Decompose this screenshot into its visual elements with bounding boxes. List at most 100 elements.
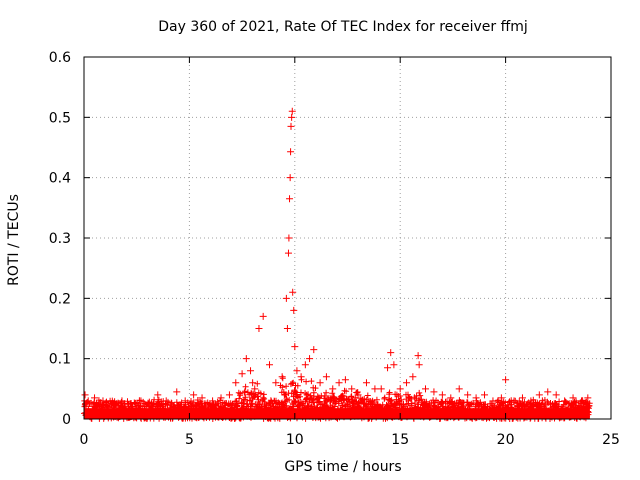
data-point — [286, 195, 294, 203]
data-point — [173, 388, 181, 396]
data-point — [421, 385, 429, 393]
data-point — [255, 325, 263, 332]
data-point — [447, 394, 455, 402]
data-point — [251, 385, 259, 393]
data-point — [283, 325, 291, 332]
data-point — [414, 352, 422, 360]
data-point — [287, 122, 295, 130]
data-point — [335, 379, 343, 387]
data-point — [107, 400, 115, 408]
data-point — [569, 394, 577, 402]
grid-layer — [84, 57, 611, 419]
data-point — [438, 391, 446, 399]
data-point — [287, 148, 295, 156]
data-point — [561, 397, 569, 405]
data-point — [535, 391, 543, 399]
data-point — [278, 373, 286, 381]
data-point — [362, 379, 370, 387]
data-point — [297, 373, 305, 381]
data-point — [181, 397, 189, 405]
x-tick-label: 0 — [80, 432, 89, 448]
data-point — [266, 361, 274, 369]
data-point — [552, 391, 560, 399]
y-tick-label: 0.2 — [49, 291, 71, 307]
data-point — [217, 394, 225, 402]
data-point — [289, 288, 297, 296]
x-tick-label: 10 — [286, 432, 304, 448]
data-point — [145, 398, 153, 406]
data-point — [306, 355, 314, 363]
x-axis-label: GPS time / hours — [284, 459, 401, 475]
data-point — [497, 394, 505, 402]
x-tick-label: 20 — [497, 432, 515, 448]
data-point — [396, 385, 404, 393]
y-tick-label: 0 — [62, 412, 71, 428]
data-point — [502, 376, 510, 384]
data-point — [137, 397, 145, 405]
data-point — [329, 385, 337, 393]
data-point — [91, 394, 99, 402]
data-point — [544, 388, 552, 396]
data-point — [249, 379, 257, 387]
data-point — [154, 391, 162, 399]
data-point — [288, 107, 296, 115]
data-point — [472, 394, 480, 402]
data-point — [301, 361, 309, 369]
data-point — [284, 249, 292, 257]
data-point — [162, 397, 170, 405]
data-point — [232, 379, 240, 387]
x-tick-label: 25 — [602, 432, 620, 448]
x-tick-label: 15 — [391, 432, 409, 448]
data-point — [341, 376, 349, 384]
data-point — [430, 388, 438, 396]
data-point — [377, 385, 385, 393]
y-axis-label: ROTI / TECUs — [6, 194, 22, 286]
data-point — [190, 391, 198, 399]
data-point — [348, 385, 356, 393]
data-point — [403, 379, 411, 387]
data-point — [126, 400, 134, 408]
y-tick-label: 0.6 — [49, 50, 71, 66]
plot-frame — [83, 56, 612, 420]
data-point — [390, 361, 398, 369]
chart-title: Day 360 of 2021, Rate Of TEC Index for r… — [158, 19, 528, 35]
data-point — [409, 373, 417, 381]
data-point — [577, 397, 585, 405]
data-point — [510, 397, 518, 405]
y-tick-label: 0.4 — [49, 171, 71, 187]
noise-base — [84, 408, 590, 419]
y-tick-label: 0.5 — [49, 110, 71, 126]
data-point — [384, 364, 392, 372]
data-point — [527, 397, 535, 405]
data-point — [282, 294, 290, 302]
data-point — [481, 391, 489, 399]
data-point — [489, 397, 497, 405]
data-point — [291, 343, 299, 351]
data-point — [371, 385, 379, 393]
y-tick-label: 0.1 — [49, 352, 71, 368]
data-point — [387, 349, 395, 357]
data-point — [415, 361, 423, 369]
data-point — [247, 367, 255, 375]
data-point — [285, 234, 293, 242]
data-point — [118, 397, 126, 405]
noise-band-layer — [81, 375, 593, 422]
data-point — [322, 373, 330, 381]
data-point — [584, 394, 592, 402]
data-point — [225, 391, 233, 399]
data-point — [238, 370, 246, 378]
x-tick-label: 5 — [185, 432, 194, 448]
data-point — [354, 391, 362, 399]
ticks-layer — [83, 56, 612, 420]
data-point — [242, 355, 250, 363]
tick-labels-layer: 0 5 10 15 20 25 0 0.1 0.2 0.3 0.4 0.5 0.6 — [49, 50, 620, 448]
data-point — [209, 397, 217, 405]
data-point — [288, 113, 296, 121]
data-point — [286, 174, 294, 182]
y-tick-label: 0.3 — [49, 231, 71, 247]
marks-layer — [81, 107, 592, 408]
data-point — [455, 385, 463, 393]
data-point — [81, 391, 89, 399]
data-point — [259, 312, 267, 320]
